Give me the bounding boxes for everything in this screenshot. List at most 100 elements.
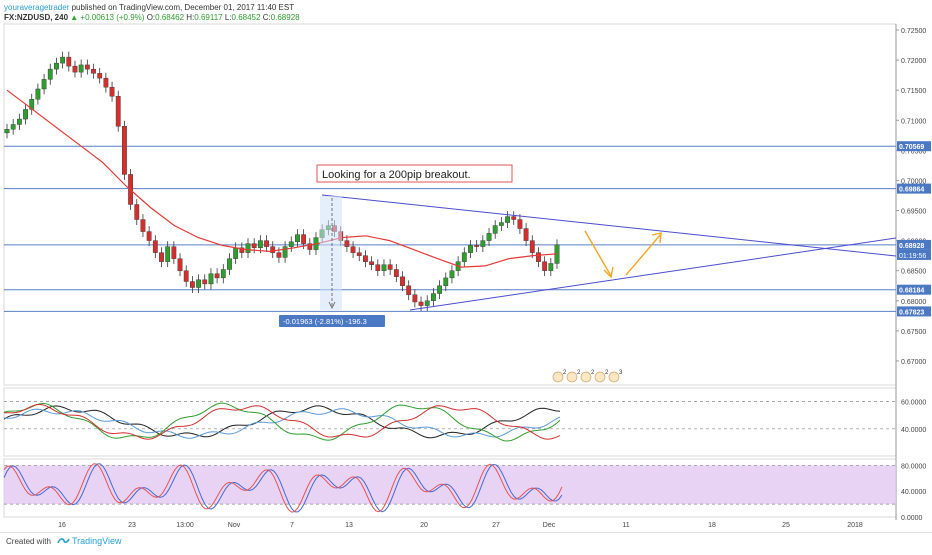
high-label: H:: [186, 13, 195, 22]
candle-body: [177, 258, 183, 271]
candle: [406, 280, 412, 301]
candle: [72, 60, 78, 78]
candle-body: [523, 228, 529, 241]
candle-body: [307, 243, 313, 250]
candle: [375, 259, 381, 277]
price-tick-label: 0.69500: [901, 209, 926, 216]
upper-trendline: [321, 194, 897, 257]
event-flag-icon: [580, 371, 592, 383]
candle-body: [91, 68, 96, 74]
candle: [548, 258, 554, 277]
candle-body: [536, 252, 541, 262]
level-tag-label: 0.67823: [899, 309, 924, 316]
candle-body: [437, 285, 442, 294]
x-tick-label: 18: [708, 522, 716, 529]
candle-body: [189, 281, 195, 288]
candle: [152, 235, 158, 259]
tradingview-brand[interactable]: TradingView: [72, 536, 122, 546]
measure-label-bg: [279, 315, 385, 327]
candle-body: [140, 219, 146, 232]
x-tick-label: 13: [345, 522, 353, 529]
candle: [23, 104, 28, 125]
candle: [542, 256, 548, 277]
x-tick-label: 23: [128, 522, 136, 529]
event-flag-count: 2: [563, 370, 567, 376]
author-link[interactable]: youraveragetrader: [4, 3, 70, 12]
level-tag: 0.68928: [897, 239, 931, 250]
candle-body: [97, 73, 103, 79]
candle: [10, 119, 16, 135]
candle-body: [214, 273, 220, 279]
level-tag: 0.67823: [897, 306, 931, 317]
event-flag: 2: [552, 370, 567, 383]
candle-body: [369, 261, 375, 265]
candle-body: [431, 293, 436, 301]
projection-up-arrow: [625, 233, 662, 276]
candle-body: [387, 264, 393, 270]
x-tick-label: 20: [420, 522, 428, 529]
candle: [369, 256, 375, 271]
candle-body: [4, 129, 10, 134]
event-flag-icon: [594, 371, 606, 383]
projection-down-arrow: [584, 230, 612, 277]
countdown-tag-bg: [897, 249, 931, 260]
candle-body: [461, 252, 467, 262]
candle-body: [449, 270, 455, 279]
candle-body: [264, 240, 269, 247]
candle-body: [486, 233, 492, 241]
candle-body: [245, 243, 251, 253]
level-tag: 0.68184: [897, 284, 931, 295]
event-flag-count: 2: [577, 370, 581, 376]
close-label: C:: [262, 13, 271, 22]
candle-body: [505, 216, 510, 223]
candle: [16, 113, 22, 130]
candle: [196, 274, 201, 293]
measure-arrow-icon: [328, 301, 336, 309]
candle-body: [233, 247, 239, 259]
candle-body: [356, 252, 362, 256]
candle-body: [381, 264, 387, 271]
event-flag-count: 2: [605, 370, 609, 376]
candle-body: [227, 258, 232, 270]
candle-body: [301, 234, 307, 244]
ohlc-line: FX:NZDUSD, 240 ▲ +0.00613 (+0.9%) O:0.68…: [4, 13, 300, 22]
x-tick-label: 16: [58, 522, 66, 529]
price-tick-label: 0.68500: [901, 269, 926, 276]
candle-body: [84, 64, 90, 70]
candle: [523, 223, 529, 247]
candle: [511, 211, 517, 225]
candle: [505, 211, 510, 228]
measure-label: -0.01963 (-2.81%) -196.3: [279, 315, 385, 327]
high-value: 0.69117: [194, 13, 223, 22]
candle-body: [152, 240, 158, 253]
publish-line: youraveragetrader published on TradingVi…: [4, 3, 294, 12]
level-tag-bg: [897, 306, 931, 317]
candle: [208, 268, 214, 290]
candle: [492, 220, 498, 239]
candle: [486, 227, 492, 247]
candle-body: [282, 246, 288, 258]
event-flag-icon: [566, 371, 578, 383]
candle: [363, 250, 368, 268]
candle: [498, 217, 504, 231]
candle-body: [54, 62, 59, 70]
candle-body: [202, 279, 208, 285]
level-tag-bg: [897, 284, 931, 295]
low-label: L:: [224, 13, 232, 22]
footer-bar: Created with TradingView: [0, 532, 932, 551]
candle: [282, 241, 288, 263]
candle: [4, 123, 10, 139]
candle-body: [424, 300, 430, 306]
candle: [437, 280, 442, 299]
candle-body: [492, 225, 498, 234]
candle-body: [542, 261, 548, 271]
candle-body: [474, 245, 480, 247]
candle: [54, 57, 59, 75]
level-tag-label: 0.70569: [899, 144, 924, 151]
candle: [189, 276, 195, 293]
candle: [202, 274, 208, 290]
stoch-tick-label: 80.0000: [901, 463, 926, 470]
candle: [424, 295, 430, 311]
